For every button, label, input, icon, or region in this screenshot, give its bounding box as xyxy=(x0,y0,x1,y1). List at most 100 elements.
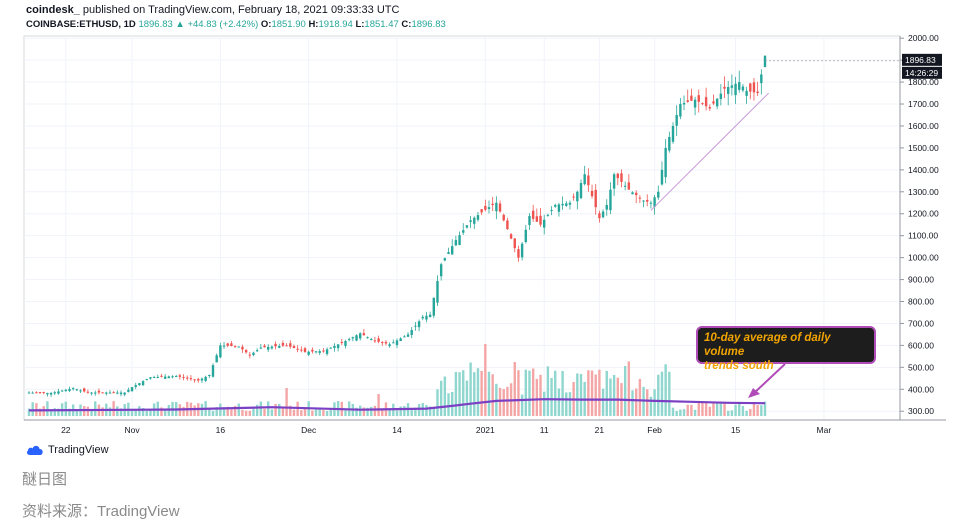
x-tick-label: 11 xyxy=(540,425,549,435)
candle-body xyxy=(649,202,653,204)
candle-body xyxy=(53,392,56,394)
volume-bar xyxy=(649,396,653,416)
candle-body xyxy=(395,340,399,346)
candle-body xyxy=(646,199,649,202)
volume-bar xyxy=(682,409,686,416)
volume-bar xyxy=(760,405,763,416)
candle-body xyxy=(502,214,505,221)
volume-bar xyxy=(454,372,458,416)
candle-body xyxy=(612,174,616,189)
candle-body xyxy=(598,213,601,219)
volume-bar xyxy=(587,370,590,416)
volume-bar xyxy=(738,401,741,416)
candle-body xyxy=(322,350,325,352)
y-tick-label: 400.00 xyxy=(908,384,934,394)
candle-body xyxy=(414,325,417,327)
candle-body xyxy=(623,185,627,187)
candle-body xyxy=(664,147,667,178)
candle-body xyxy=(219,345,222,358)
volume-bar xyxy=(719,401,723,416)
volume-bar xyxy=(31,402,34,416)
candle-body xyxy=(130,387,134,392)
candle-body xyxy=(432,297,435,316)
volume-bar xyxy=(447,393,450,416)
candle-body xyxy=(42,392,45,394)
candle-body xyxy=(300,349,303,351)
candle-body xyxy=(465,225,469,228)
candle-body xyxy=(244,350,248,353)
volume-bar xyxy=(222,407,226,416)
volume-bar xyxy=(259,401,263,416)
candle-body xyxy=(241,346,244,350)
candle-body xyxy=(27,392,31,394)
candle-body xyxy=(344,341,347,346)
volume-bar xyxy=(119,408,123,416)
candle-body xyxy=(631,192,634,195)
candle-body xyxy=(756,91,759,94)
candle-body xyxy=(38,392,42,394)
volume-bar xyxy=(487,371,491,416)
candle-body xyxy=(370,339,373,341)
candle-body xyxy=(226,343,229,346)
candle-body xyxy=(749,83,752,92)
candle-body xyxy=(171,376,174,378)
candle-body xyxy=(222,345,226,347)
countdown-tag xyxy=(902,66,942,79)
candle-body xyxy=(347,339,351,341)
countdown-text: 14:26:29 xyxy=(905,68,938,78)
volume-bar xyxy=(373,405,377,416)
candle-body xyxy=(71,388,75,390)
volume-bar xyxy=(311,410,314,416)
candle-body xyxy=(616,173,619,179)
caption-title: 醚日图 xyxy=(22,471,68,488)
candle-body xyxy=(638,197,642,199)
candle-body xyxy=(439,264,443,277)
x-tick-label: Dec xyxy=(301,425,317,435)
candle-body xyxy=(314,351,318,353)
volume-bar xyxy=(395,410,399,416)
volume-bar xyxy=(38,408,42,416)
candle-body xyxy=(259,347,263,349)
candle-body xyxy=(579,183,583,199)
volume-bar xyxy=(355,407,358,416)
candle-body xyxy=(204,376,207,381)
candle-body xyxy=(668,136,671,151)
candle-body xyxy=(57,391,60,394)
last-price-text: 1896.83 xyxy=(905,55,936,65)
candle-body xyxy=(197,379,200,381)
volume-average-line xyxy=(28,398,766,412)
x-tick-label: Mar xyxy=(817,425,832,435)
candle-body xyxy=(686,100,689,102)
candle-body xyxy=(167,376,171,379)
volume-bar xyxy=(359,405,362,416)
volume-bar xyxy=(329,407,332,416)
candle-body xyxy=(410,330,413,335)
volume-bar xyxy=(708,406,711,416)
volume-bar xyxy=(101,407,104,416)
candle-body xyxy=(760,74,763,84)
last-price-tag xyxy=(902,53,942,66)
y-tick-label: 1200.00 xyxy=(908,209,939,219)
volume-bar xyxy=(469,362,472,416)
candle-body xyxy=(520,243,524,258)
volume-bar xyxy=(46,401,49,416)
candle-body xyxy=(274,343,277,347)
volume-bar xyxy=(734,404,737,416)
volume-bar xyxy=(388,408,391,416)
candle-body xyxy=(182,377,185,379)
volume-bar xyxy=(138,406,141,416)
candle-body xyxy=(458,235,461,245)
volume-bar xyxy=(381,408,384,416)
candle-body xyxy=(421,316,424,319)
candle-body xyxy=(134,385,137,387)
candle-body xyxy=(336,344,340,349)
candle-body xyxy=(384,341,388,344)
candle-body xyxy=(399,338,402,342)
volume-bar xyxy=(745,410,748,416)
x-tick-label: 2021 xyxy=(476,425,495,435)
candle-body xyxy=(594,189,597,208)
publisher-name: coindesk_ xyxy=(26,4,80,16)
candle-body xyxy=(285,345,288,347)
logo-text: TradingView xyxy=(48,444,109,456)
